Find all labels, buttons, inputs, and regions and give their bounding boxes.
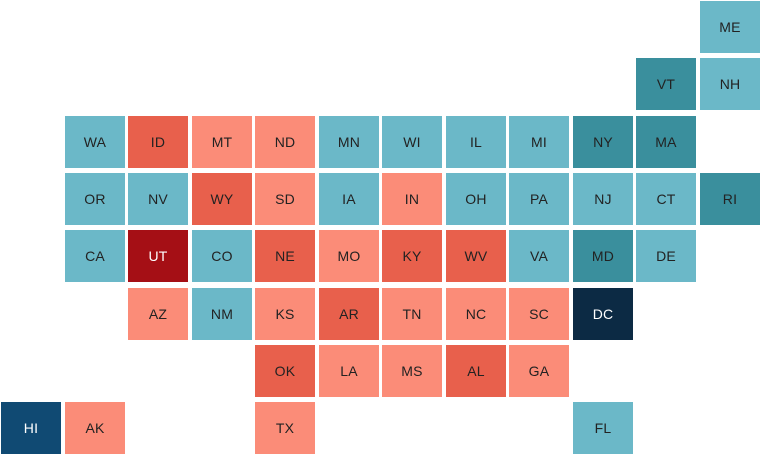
state-tile-ne[interactable]: NE: [255, 230, 315, 282]
state-tile-tx[interactable]: TX: [255, 402, 315, 454]
state-tile-wi[interactable]: WI: [382, 116, 442, 168]
state-tile-nc[interactable]: NC: [446, 288, 506, 340]
state-tile-mn[interactable]: MN: [319, 116, 379, 168]
state-tile-co[interactable]: CO: [192, 230, 252, 282]
state-tile-la[interactable]: LA: [319, 345, 379, 397]
state-tile-ny[interactable]: NY: [573, 116, 633, 168]
state-tile-ar[interactable]: AR: [319, 288, 379, 340]
state-tile-ms[interactable]: MS: [382, 345, 442, 397]
state-tile-dc[interactable]: DC: [573, 288, 633, 340]
state-tile-id[interactable]: ID: [128, 116, 188, 168]
state-tile-nj[interactable]: NJ: [573, 173, 633, 225]
state-tile-ca[interactable]: CA: [65, 230, 125, 282]
state-tile-me[interactable]: ME: [700, 1, 760, 53]
state-tile-nm[interactable]: NM: [192, 288, 252, 340]
state-tile-vt[interactable]: VT: [636, 58, 696, 110]
state-tile-al[interactable]: AL: [446, 345, 506, 397]
state-tile-va[interactable]: VA: [509, 230, 569, 282]
state-tile-de[interactable]: DE: [636, 230, 696, 282]
state-tile-mi[interactable]: MI: [509, 116, 569, 168]
state-tile-wv[interactable]: WV: [446, 230, 506, 282]
state-tile-ut[interactable]: UT: [128, 230, 188, 282]
state-tile-ak[interactable]: AK: [65, 402, 125, 454]
state-tile-tn[interactable]: TN: [382, 288, 442, 340]
state-tile-ia[interactable]: IA: [319, 173, 379, 225]
state-tile-nv[interactable]: NV: [128, 173, 188, 225]
state-tile-ct[interactable]: CT: [636, 173, 696, 225]
state-tile-wy[interactable]: WY: [192, 173, 252, 225]
state-tile-ga[interactable]: GA: [509, 345, 569, 397]
state-tile-sd[interactable]: SD: [255, 173, 315, 225]
state-tile-mt[interactable]: MT: [192, 116, 252, 168]
state-tile-ky[interactable]: KY: [382, 230, 442, 282]
state-tile-oh[interactable]: OH: [446, 173, 506, 225]
state-tile-hi[interactable]: HI: [1, 402, 61, 454]
state-tile-fl[interactable]: FL: [573, 402, 633, 454]
state-tile-il[interactable]: IL: [446, 116, 506, 168]
state-tile-or[interactable]: OR: [65, 173, 125, 225]
state-tile-wa[interactable]: WA: [65, 116, 125, 168]
state-tile-ks[interactable]: KS: [255, 288, 315, 340]
state-tile-mo[interactable]: MO: [319, 230, 379, 282]
state-tile-ma[interactable]: MA: [636, 116, 696, 168]
state-tile-sc[interactable]: SC: [509, 288, 569, 340]
state-tile-pa[interactable]: PA: [509, 173, 569, 225]
state-tile-nd[interactable]: ND: [255, 116, 315, 168]
state-tile-ok[interactable]: OK: [255, 345, 315, 397]
state-tile-in[interactable]: IN: [382, 173, 442, 225]
state-tile-nh[interactable]: NH: [700, 58, 760, 110]
state-tile-ri[interactable]: RI: [700, 173, 760, 225]
state-tile-az[interactable]: AZ: [128, 288, 188, 340]
state-tile-md[interactable]: MD: [573, 230, 633, 282]
